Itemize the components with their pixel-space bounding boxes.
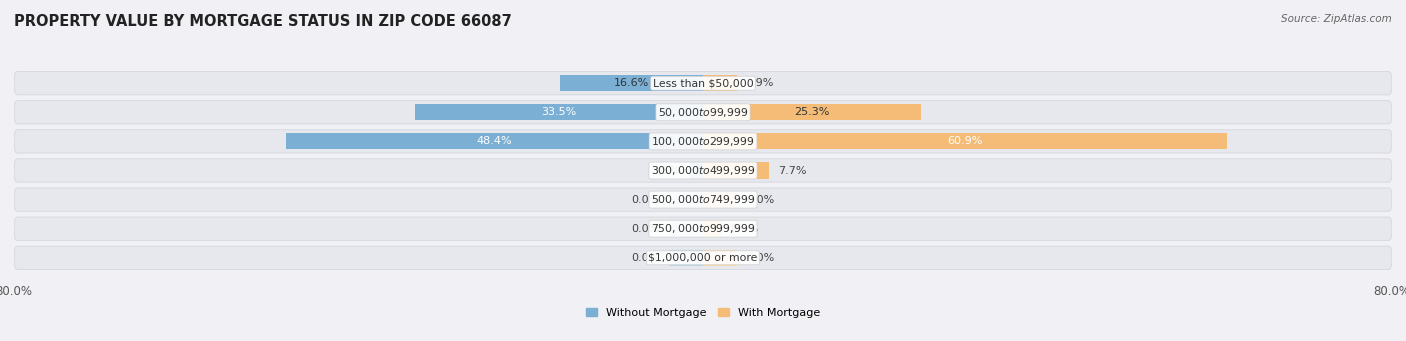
Text: $50,000 to $99,999: $50,000 to $99,999 — [658, 106, 748, 119]
Bar — [669, 192, 703, 208]
Bar — [669, 221, 703, 237]
Bar — [703, 250, 738, 266]
Text: 48.4%: 48.4% — [477, 136, 512, 146]
FancyBboxPatch shape — [14, 246, 1392, 269]
FancyBboxPatch shape — [14, 72, 1392, 95]
FancyBboxPatch shape — [14, 101, 1392, 124]
Bar — [415, 104, 703, 120]
Bar — [690, 163, 703, 178]
Text: 0.0%: 0.0% — [747, 253, 775, 263]
Bar — [560, 75, 703, 91]
Text: 0.0%: 0.0% — [747, 195, 775, 205]
Text: $750,000 to $999,999: $750,000 to $999,999 — [651, 222, 755, 235]
Text: 0.0%: 0.0% — [731, 224, 759, 234]
Text: 25.3%: 25.3% — [794, 107, 830, 117]
Text: Source: ZipAtlas.com: Source: ZipAtlas.com — [1281, 14, 1392, 24]
Text: $500,000 to $749,999: $500,000 to $749,999 — [651, 193, 755, 206]
Bar — [703, 75, 737, 91]
Text: 33.5%: 33.5% — [541, 107, 576, 117]
Bar — [703, 221, 721, 237]
Bar — [669, 250, 703, 266]
Text: PROPERTY VALUE BY MORTGAGE STATUS IN ZIP CODE 66087: PROPERTY VALUE BY MORTGAGE STATUS IN ZIP… — [14, 14, 512, 29]
Legend: Without Mortgage, With Mortgage: Without Mortgage, With Mortgage — [582, 303, 824, 322]
Bar — [703, 104, 921, 120]
Text: Less than $50,000: Less than $50,000 — [652, 78, 754, 88]
Text: 0.0%: 0.0% — [631, 253, 659, 263]
Bar — [703, 192, 738, 208]
FancyBboxPatch shape — [14, 130, 1392, 153]
Text: 60.9%: 60.9% — [948, 136, 983, 146]
Text: $100,000 to $299,999: $100,000 to $299,999 — [651, 135, 755, 148]
Text: $300,000 to $499,999: $300,000 to $499,999 — [651, 164, 755, 177]
FancyBboxPatch shape — [14, 159, 1392, 182]
Text: 16.6%: 16.6% — [614, 78, 650, 88]
Text: $1,000,000 or more: $1,000,000 or more — [648, 253, 758, 263]
FancyBboxPatch shape — [14, 217, 1392, 240]
FancyBboxPatch shape — [14, 188, 1392, 211]
Bar — [287, 133, 703, 149]
Text: 3.9%: 3.9% — [745, 78, 773, 88]
Bar — [703, 163, 769, 178]
Bar — [703, 133, 1227, 149]
Text: 7.7%: 7.7% — [778, 165, 807, 176]
Text: 0.0%: 0.0% — [631, 224, 659, 234]
Text: 0.0%: 0.0% — [631, 195, 659, 205]
Text: 1.5%: 1.5% — [654, 165, 682, 176]
